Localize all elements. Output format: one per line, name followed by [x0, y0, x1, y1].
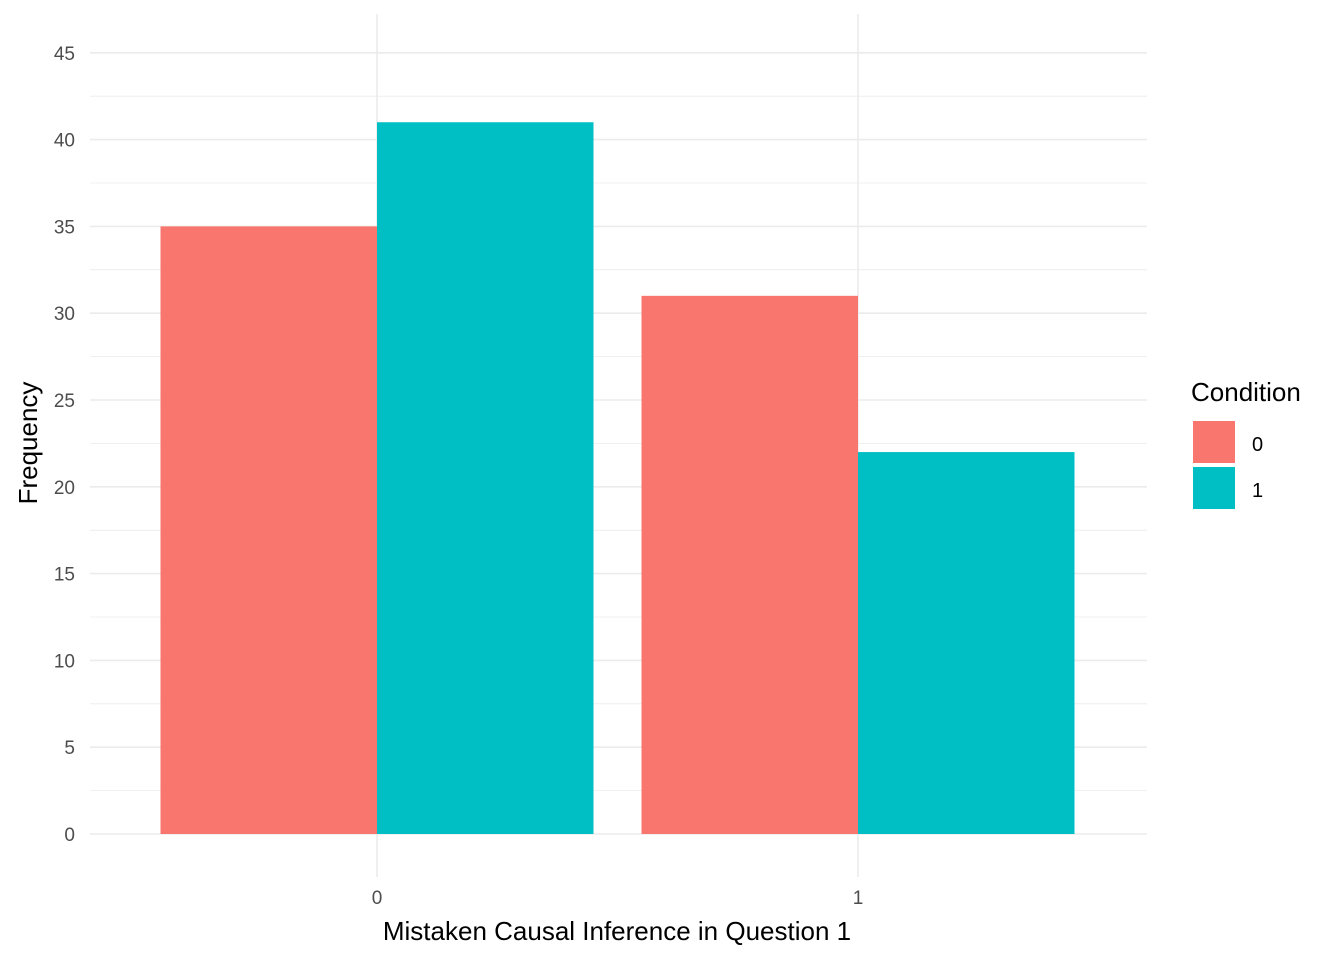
y-tick-label: 30	[54, 304, 75, 325]
x-tick-label: 0	[372, 888, 383, 909]
y-axis-title: Frequency	[13, 382, 43, 505]
y-tick-label: 25	[54, 391, 75, 412]
legend-swatch-0	[1193, 421, 1235, 463]
legend-label-1: 1	[1252, 480, 1263, 502]
y-tick-label: 10	[54, 651, 75, 672]
x-axis-title: Mistaken Causal Inference in Question 1	[383, 916, 851, 946]
bar-cat0-cond0	[160, 226, 377, 834]
legend-label-0: 0	[1252, 434, 1263, 456]
bars	[160, 122, 1075, 835]
bar-cat1-cond1	[858, 452, 1075, 834]
legend-swatch-1	[1193, 467, 1235, 509]
y-tick-label: 0	[64, 825, 75, 846]
y-tick-label: 40	[54, 131, 75, 152]
y-axis-ticks: 0 5 10 15 20 25 30 35 40 45	[54, 44, 75, 846]
y-tick-label: 15	[54, 565, 75, 586]
bar-cat1-cond0	[641, 295, 858, 835]
y-tick-label: 45	[54, 44, 75, 65]
y-tick-label: 20	[54, 478, 75, 499]
bar-cat0-cond1	[377, 122, 594, 835]
x-tick-label: 1	[853, 888, 864, 909]
legend: Condition 0 1	[1191, 377, 1301, 509]
y-tick-label: 5	[64, 738, 75, 759]
legend-title: Condition	[1191, 377, 1301, 407]
y-tick-label: 35	[54, 217, 75, 238]
